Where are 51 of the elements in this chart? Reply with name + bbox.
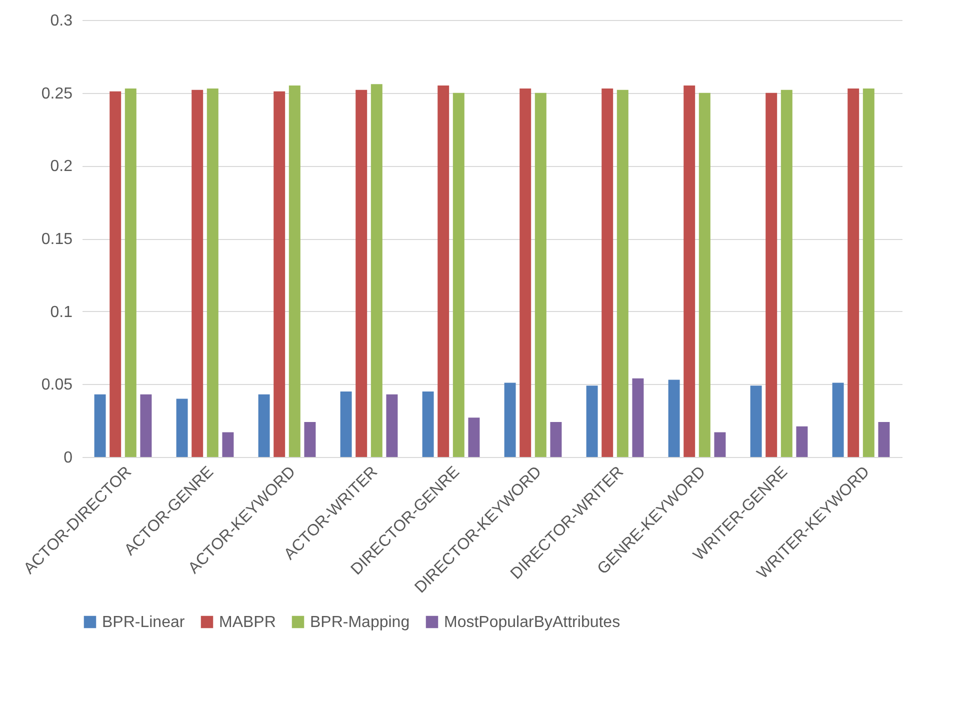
bar bbox=[304, 422, 316, 457]
y-tick-label: 0.15 bbox=[41, 231, 73, 248]
legend-label: MostPopularByAttributes bbox=[444, 614, 620, 631]
bar bbox=[288, 86, 300, 457]
legend-label: BPR-Mapping bbox=[310, 614, 410, 631]
bar bbox=[796, 426, 808, 457]
y-tick-label: 0.05 bbox=[41, 376, 73, 394]
bar bbox=[684, 86, 696, 457]
bar bbox=[504, 382, 516, 457]
bar bbox=[222, 432, 234, 457]
bar bbox=[370, 84, 382, 457]
bar bbox=[520, 88, 532, 457]
bar bbox=[206, 88, 218, 457]
bar bbox=[422, 391, 434, 457]
bar bbox=[468, 418, 480, 457]
bar bbox=[766, 92, 778, 457]
bar bbox=[94, 394, 106, 457]
bar bbox=[356, 90, 368, 457]
bar bbox=[668, 380, 680, 457]
bar bbox=[140, 394, 152, 457]
bar bbox=[832, 382, 844, 457]
bar bbox=[750, 386, 762, 457]
bar bbox=[452, 92, 464, 457]
bar bbox=[616, 90, 628, 457]
bar bbox=[550, 422, 562, 457]
bar bbox=[534, 92, 546, 457]
bar bbox=[698, 92, 710, 457]
bar bbox=[258, 394, 270, 457]
bar bbox=[192, 90, 204, 457]
bar bbox=[586, 386, 598, 457]
bar bbox=[110, 91, 122, 457]
bar bbox=[878, 422, 890, 457]
y-tick-label: 0.3 bbox=[50, 12, 73, 30]
legend-label: MABPR bbox=[219, 614, 276, 631]
bar bbox=[124, 88, 136, 457]
bar bbox=[274, 91, 286, 457]
bar bbox=[862, 88, 874, 457]
bar bbox=[714, 432, 726, 457]
y-tick-label: 0.25 bbox=[41, 85, 73, 102]
bar bbox=[176, 398, 188, 457]
bar bbox=[438, 86, 450, 457]
bar bbox=[386, 394, 398, 457]
y-tick-label: 0 bbox=[64, 450, 73, 466]
bar bbox=[848, 88, 860, 457]
legend-label: BPR-Linear bbox=[102, 614, 186, 631]
bar bbox=[632, 378, 644, 457]
bar bbox=[602, 88, 614, 457]
y-tick-label: 0.2 bbox=[50, 158, 73, 176]
y-tick-label: 0.1 bbox=[50, 304, 73, 321]
bar bbox=[340, 391, 352, 457]
bar bbox=[780, 90, 792, 457]
